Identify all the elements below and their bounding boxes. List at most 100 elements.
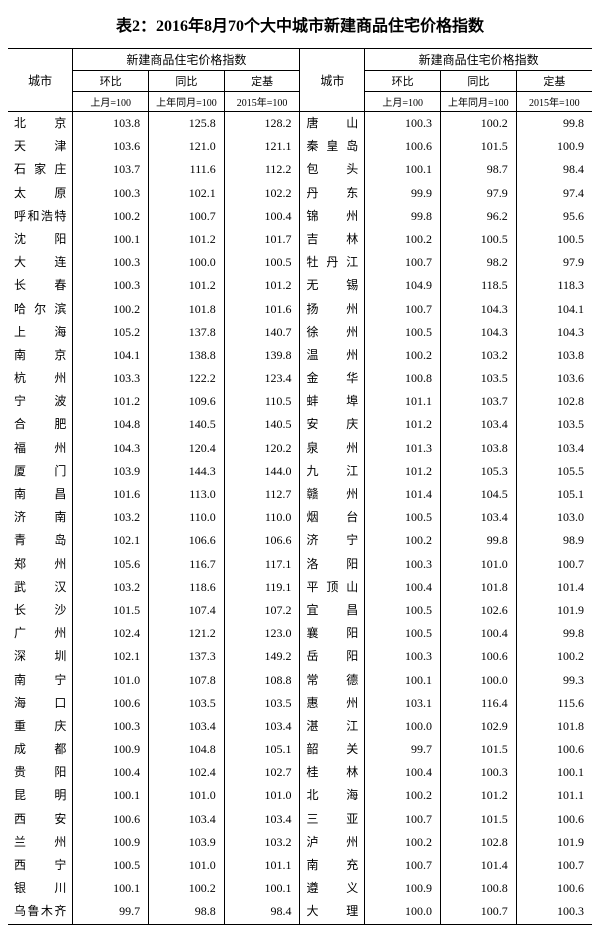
base-cell: 117.1 bbox=[224, 553, 300, 576]
header-yoy-sub-r: 上年同月=100 bbox=[441, 92, 517, 112]
mom-cell: 101.6 bbox=[73, 483, 149, 506]
city-cell: 重庆 bbox=[8, 715, 73, 738]
table-row: 上海105.2137.8140.7徐州100.5104.3104.3 bbox=[8, 321, 592, 344]
base-cell: 98.4 bbox=[516, 158, 592, 181]
header-city-right: 城市 bbox=[300, 49, 365, 112]
table-row: 呼和浩特100.2100.7100.4锦州99.896.295.6 bbox=[8, 205, 592, 228]
base-cell: 100.5 bbox=[224, 251, 300, 274]
yoy-cell: 103.4 bbox=[441, 506, 517, 529]
city-cell: 贵阳 bbox=[8, 761, 73, 784]
city-cell: 大理 bbox=[300, 900, 365, 924]
yoy-cell: 103.4 bbox=[149, 808, 225, 831]
mom-cell: 100.8 bbox=[365, 367, 441, 390]
base-cell: 103.4 bbox=[224, 808, 300, 831]
city-cell: 牡丹江 bbox=[300, 251, 365, 274]
header-yoy-sub-l: 上年同月=100 bbox=[149, 92, 225, 112]
base-cell: 105.1 bbox=[224, 738, 300, 761]
city-cell: 宜昌 bbox=[300, 599, 365, 622]
yoy-cell: 104.3 bbox=[441, 321, 517, 344]
yoy-cell: 104.5 bbox=[441, 483, 517, 506]
base-cell: 107.2 bbox=[224, 599, 300, 622]
yoy-cell: 98.8 bbox=[149, 900, 225, 924]
mom-cell: 100.2 bbox=[365, 228, 441, 251]
base-cell: 100.7 bbox=[516, 553, 592, 576]
base-cell: 99.3 bbox=[516, 669, 592, 692]
base-cell: 101.7 bbox=[224, 228, 300, 251]
yoy-cell: 110.0 bbox=[149, 506, 225, 529]
mom-cell: 100.3 bbox=[73, 274, 149, 297]
mom-cell: 104.1 bbox=[73, 344, 149, 367]
mom-cell: 100.2 bbox=[365, 344, 441, 367]
mom-cell: 100.5 bbox=[365, 622, 441, 645]
base-cell: 97.4 bbox=[516, 182, 592, 205]
base-cell: 104.1 bbox=[516, 298, 592, 321]
city-cell: 烟台 bbox=[300, 506, 365, 529]
base-cell: 100.6 bbox=[516, 877, 592, 900]
yoy-cell: 102.1 bbox=[149, 182, 225, 205]
city-cell: 合肥 bbox=[8, 413, 73, 436]
city-cell: 呼和浩特 bbox=[8, 205, 73, 228]
city-cell: 泸州 bbox=[300, 831, 365, 854]
base-cell: 104.3 bbox=[516, 321, 592, 344]
yoy-cell: 101.2 bbox=[149, 274, 225, 297]
table-row: 成都100.9104.8105.1韶关99.7101.5100.6 bbox=[8, 738, 592, 761]
header-mom-r: 环比 bbox=[365, 71, 441, 92]
yoy-cell: 113.0 bbox=[149, 483, 225, 506]
yoy-cell: 103.5 bbox=[149, 692, 225, 715]
city-cell: 岳阳 bbox=[300, 645, 365, 668]
city-cell: 秦皇岛 bbox=[300, 135, 365, 158]
mom-cell: 100.9 bbox=[73, 738, 149, 761]
base-cell: 100.1 bbox=[516, 761, 592, 784]
city-cell: 郑州 bbox=[8, 553, 73, 576]
base-cell: 120.2 bbox=[224, 437, 300, 460]
table-row: 西安100.6103.4103.4三亚100.7101.5100.6 bbox=[8, 808, 592, 831]
table-row: 合肥104.8140.5140.5安庆101.2103.4103.5 bbox=[8, 413, 592, 436]
city-cell: 石家庄 bbox=[8, 158, 73, 181]
header-group-left: 新建商品住宅价格指数 bbox=[73, 49, 300, 71]
city-cell: 吉林 bbox=[300, 228, 365, 251]
mom-cell: 101.0 bbox=[73, 669, 149, 692]
header-yoy-l: 同比 bbox=[149, 71, 225, 92]
yoy-cell: 138.8 bbox=[149, 344, 225, 367]
city-cell: 南宁 bbox=[8, 669, 73, 692]
city-cell: 三亚 bbox=[300, 808, 365, 831]
yoy-cell: 103.7 bbox=[441, 390, 517, 413]
table-row: 西宁100.5101.0101.1南充100.7101.4100.7 bbox=[8, 854, 592, 877]
city-cell: 平顶山 bbox=[300, 576, 365, 599]
header-base-r: 定基 bbox=[516, 71, 592, 92]
city-cell: 常德 bbox=[300, 669, 365, 692]
yoy-cell: 97.9 bbox=[441, 182, 517, 205]
mom-cell: 100.5 bbox=[73, 854, 149, 877]
base-cell: 98.4 bbox=[224, 900, 300, 924]
mom-cell: 100.3 bbox=[73, 251, 149, 274]
city-cell: 兰州 bbox=[8, 831, 73, 854]
city-cell: 遵义 bbox=[300, 877, 365, 900]
table-row: 宁波101.2109.6110.5蚌埠101.1103.7102.8 bbox=[8, 390, 592, 413]
mom-cell: 100.2 bbox=[365, 529, 441, 552]
base-cell: 100.3 bbox=[516, 900, 592, 924]
table-row: 哈尔滨100.2101.8101.6扬州100.7104.3104.1 bbox=[8, 298, 592, 321]
city-cell: 青岛 bbox=[8, 529, 73, 552]
yoy-cell: 103.2 bbox=[441, 344, 517, 367]
header-city-left: 城市 bbox=[8, 49, 73, 112]
price-index-table: 城市 新建商品住宅价格指数 城市 新建商品住宅价格指数 环比 同比 定基 环比 … bbox=[8, 48, 592, 925]
city-cell: 济宁 bbox=[300, 529, 365, 552]
yoy-cell: 106.6 bbox=[149, 529, 225, 552]
table-row: 乌鲁木齐99.798.898.4大理100.0100.7100.3 bbox=[8, 900, 592, 924]
table-row: 太原100.3102.1102.2丹东99.997.997.4 bbox=[8, 182, 592, 205]
yoy-cell: 140.5 bbox=[149, 413, 225, 436]
city-cell: 福州 bbox=[8, 437, 73, 460]
base-cell: 140.5 bbox=[224, 413, 300, 436]
city-cell: 安庆 bbox=[300, 413, 365, 436]
city-cell: 西安 bbox=[8, 808, 73, 831]
mom-cell: 100.5 bbox=[365, 321, 441, 344]
base-cell: 100.9 bbox=[516, 135, 592, 158]
base-cell: 103.5 bbox=[516, 413, 592, 436]
city-cell: 蚌埠 bbox=[300, 390, 365, 413]
base-cell: 101.9 bbox=[516, 599, 592, 622]
yoy-cell: 100.4 bbox=[441, 622, 517, 645]
table-row: 北京103.8125.8128.2唐山100.3100.299.8 bbox=[8, 112, 592, 136]
mom-cell: 103.2 bbox=[73, 576, 149, 599]
city-cell: 厦门 bbox=[8, 460, 73, 483]
city-cell: 长沙 bbox=[8, 599, 73, 622]
